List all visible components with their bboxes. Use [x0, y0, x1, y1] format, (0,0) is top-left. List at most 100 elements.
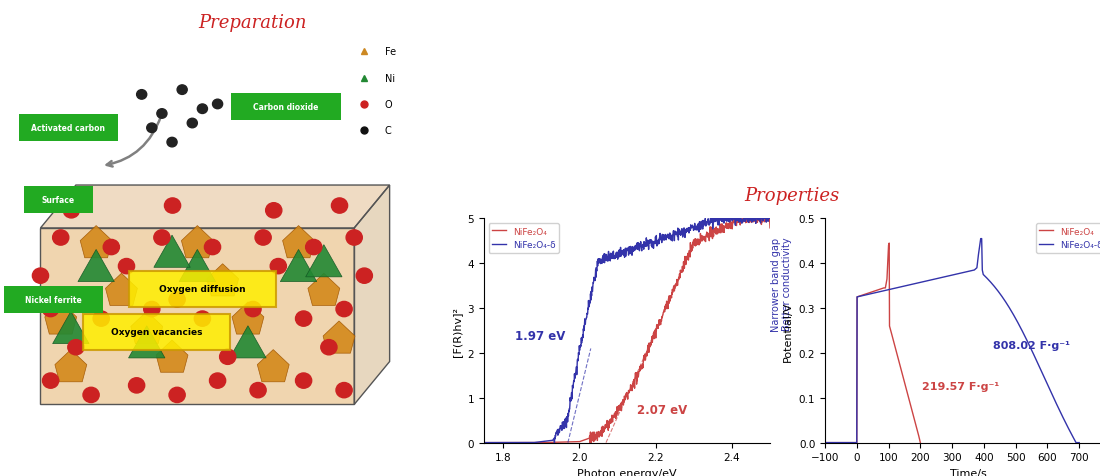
NiFe₂O₄-δ: [1024, 345, 1037, 350]
Circle shape: [146, 124, 157, 133]
Y-axis label: Potential/V: Potential/V: [783, 301, 793, 361]
Line: NiFe₂O₄: NiFe₂O₄: [825, 244, 921, 443]
Circle shape: [296, 311, 311, 327]
Text: Surface: Surface: [42, 196, 75, 204]
Circle shape: [53, 230, 69, 246]
Circle shape: [167, 138, 177, 148]
NiFe₂O₄-δ: [908, 281, 921, 287]
Polygon shape: [306, 245, 342, 277]
Polygon shape: [131, 312, 163, 344]
NiFe₂O₄: [763, 226, 777, 231]
NiFe₂O₄-δ: [604, 255, 617, 260]
NiFe₂O₄-δ: [507, 440, 520, 446]
Text: Properties: Properties: [745, 187, 839, 205]
Circle shape: [209, 373, 226, 388]
Polygon shape: [280, 250, 317, 282]
Circle shape: [136, 90, 146, 100]
Circle shape: [346, 230, 362, 246]
FancyBboxPatch shape: [24, 187, 92, 213]
Polygon shape: [230, 326, 266, 358]
X-axis label: Photon energy/eV: Photon energy/eV: [578, 468, 676, 476]
NiFe₂O₄-δ: [763, 216, 777, 222]
Circle shape: [157, 109, 167, 119]
NiFe₂O₄-δ: [913, 280, 926, 286]
NiFe₂O₄-δ: [674, 229, 688, 235]
Polygon shape: [182, 226, 213, 258]
NiFe₂O₄-δ: [818, 440, 832, 446]
X-axis label: Time/s: Time/s: [949, 468, 987, 476]
Polygon shape: [207, 264, 239, 296]
NiFe₂O₄: [604, 418, 617, 424]
Legend: NiFe₂O₄, NiFe₂O₄-δ: NiFe₂O₄, NiFe₂O₄-δ: [1036, 223, 1100, 253]
Polygon shape: [80, 226, 112, 258]
Circle shape: [205, 240, 221, 255]
Circle shape: [245, 302, 261, 317]
Text: Ni: Ni: [385, 74, 395, 83]
Circle shape: [250, 383, 266, 398]
Circle shape: [169, 292, 185, 307]
Circle shape: [165, 198, 180, 214]
Circle shape: [82, 387, 99, 403]
Legend: NiFe₂O₄, NiFe₂O₄-δ: NiFe₂O₄, NiFe₂O₄-δ: [488, 223, 559, 253]
Circle shape: [144, 302, 159, 317]
Circle shape: [255, 230, 272, 246]
NiFe₂O₄-δ: [908, 281, 921, 287]
Polygon shape: [78, 250, 114, 282]
Circle shape: [154, 230, 170, 246]
Circle shape: [266, 203, 282, 218]
Polygon shape: [53, 312, 89, 344]
Polygon shape: [129, 326, 165, 358]
NiFe₂O₄-δ: [477, 440, 491, 446]
Circle shape: [43, 302, 58, 317]
FancyBboxPatch shape: [84, 314, 230, 350]
Text: Preparation: Preparation: [199, 14, 307, 32]
Circle shape: [43, 373, 58, 388]
Polygon shape: [323, 321, 355, 353]
Polygon shape: [354, 186, 389, 405]
Circle shape: [129, 378, 145, 393]
Circle shape: [331, 198, 348, 214]
Circle shape: [212, 100, 222, 109]
FancyBboxPatch shape: [3, 287, 102, 313]
Polygon shape: [41, 228, 354, 405]
NiFe₂O₄: [873, 287, 887, 292]
NiFe₂O₄: [911, 426, 924, 432]
NiFe₂O₄: [507, 440, 520, 446]
NiFe₂O₄: [705, 225, 718, 230]
NiFe₂O₄: [674, 268, 688, 274]
Line: NiFe₂O₄-δ: NiFe₂O₄-δ: [484, 219, 770, 443]
NiFe₂O₄: [477, 440, 491, 446]
Polygon shape: [232, 302, 264, 335]
NiFe₂O₄-δ: [857, 293, 870, 299]
Polygon shape: [179, 250, 216, 282]
Circle shape: [103, 240, 120, 255]
Circle shape: [119, 259, 134, 274]
Text: 2.07 eV: 2.07 eV: [637, 404, 686, 416]
FancyBboxPatch shape: [19, 115, 118, 142]
Text: Narrower band gap
Better conductivity: Narrower band gap Better conductivity: [771, 237, 792, 331]
NiFe₂O₄: [726, 216, 739, 222]
Circle shape: [187, 119, 197, 129]
NiFe₂O₄: [914, 440, 927, 446]
Polygon shape: [45, 302, 77, 335]
Circle shape: [296, 373, 311, 388]
Text: Activated carbon: Activated carbon: [31, 124, 106, 133]
Circle shape: [94, 311, 109, 327]
Polygon shape: [257, 350, 289, 382]
Text: Nickel ferrite: Nickel ferrite: [25, 296, 81, 304]
NiFe₂O₄-δ: [698, 216, 712, 222]
Polygon shape: [283, 226, 315, 258]
NiFe₂O₄-δ: [706, 216, 719, 222]
NiFe₂O₄: [905, 407, 918, 413]
Line: NiFe₂O₄-δ: NiFe₂O₄-δ: [825, 239, 1079, 443]
FancyBboxPatch shape: [129, 271, 276, 307]
Polygon shape: [308, 274, 340, 306]
NiFe₂O₄: [818, 440, 832, 446]
Circle shape: [356, 268, 373, 284]
Circle shape: [321, 340, 337, 355]
Text: 1.97 eV: 1.97 eV: [515, 330, 565, 343]
Line: NiFe₂O₄: NiFe₂O₄: [484, 219, 770, 443]
Polygon shape: [156, 340, 188, 372]
Text: Oxygen diffusion: Oxygen diffusion: [160, 285, 245, 293]
NiFe₂O₄: [850, 440, 864, 446]
